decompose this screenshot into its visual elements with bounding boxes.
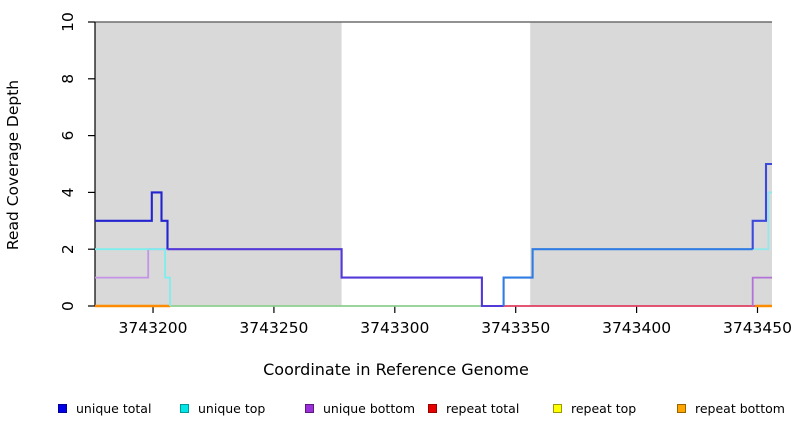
y-tick-label: 10	[59, 12, 77, 32]
legend-item-repeat-total: repeat total	[428, 399, 519, 417]
legend-label-unique-bottom: unique bottom	[323, 400, 416, 416]
series-segment-unique-top-left	[95, 248, 171, 306]
x-tick-label: 3743300	[360, 319, 429, 337]
x-tick-label: 3743400	[602, 319, 671, 337]
legend-item-repeat-bottom: repeat bottom	[677, 399, 785, 417]
legend-item-unique-bottom: unique bottom	[305, 399, 415, 417]
series-segment-unique-top-right	[752, 191, 772, 251]
legend-swatch-repeat-total	[428, 403, 437, 413]
legend-item-repeat-top: repeat top	[553, 399, 636, 417]
x-tick-label: 3743450	[723, 319, 792, 337]
x-tick-label: 3743250	[239, 319, 308, 337]
series-segment-unique-total-mid-indigo	[167, 248, 504, 308]
y-tick-label: 8	[59, 74, 77, 84]
legend-label-repeat-total: repeat total	[446, 400, 520, 416]
x-axis-title: Coordinate in Reference Genome	[263, 360, 529, 379]
series-segment-unique-total-left	[95, 191, 169, 250]
legend-swatch-repeat-top	[553, 403, 562, 413]
series-segment-unique-total-mid-bright	[502, 248, 753, 306]
y-tick-label: 0	[59, 301, 77, 311]
y-tick-label: 2	[59, 244, 77, 254]
legend-label-repeat-bottom: repeat bottom	[695, 400, 785, 416]
x-tick-label: 3743350	[481, 319, 550, 337]
y-axis-title: Read Coverage Depth	[4, 79, 22, 251]
y-tick-label: 4	[59, 187, 77, 197]
series-segment-unique-bottom-right	[751, 276, 772, 306]
series-segment-unique-total-right	[751, 162, 772, 250]
legend-item-unique-top: unique top	[180, 399, 265, 417]
legend-swatch-unique-top	[180, 403, 189, 413]
masked-region-left	[95, 22, 342, 306]
legend-label-repeat-top: repeat top	[571, 400, 637, 416]
legend-label-unique-top: unique top	[198, 400, 266, 416]
x-tick-label: 3743200	[119, 319, 188, 337]
y-tick-label: 6	[59, 131, 77, 141]
legend-label-unique-total: unique total	[76, 400, 152, 416]
legend-item-unique-total: unique total	[58, 399, 151, 417]
legend-swatch-repeat-bottom	[677, 403, 686, 413]
legend-swatch-unique-total	[58, 403, 67, 413]
legend: unique total unique top unique bottom repea…	[0, 399, 792, 421]
masked-region-right	[530, 22, 772, 306]
legend-swatch-unique-bottom	[305, 403, 314, 413]
